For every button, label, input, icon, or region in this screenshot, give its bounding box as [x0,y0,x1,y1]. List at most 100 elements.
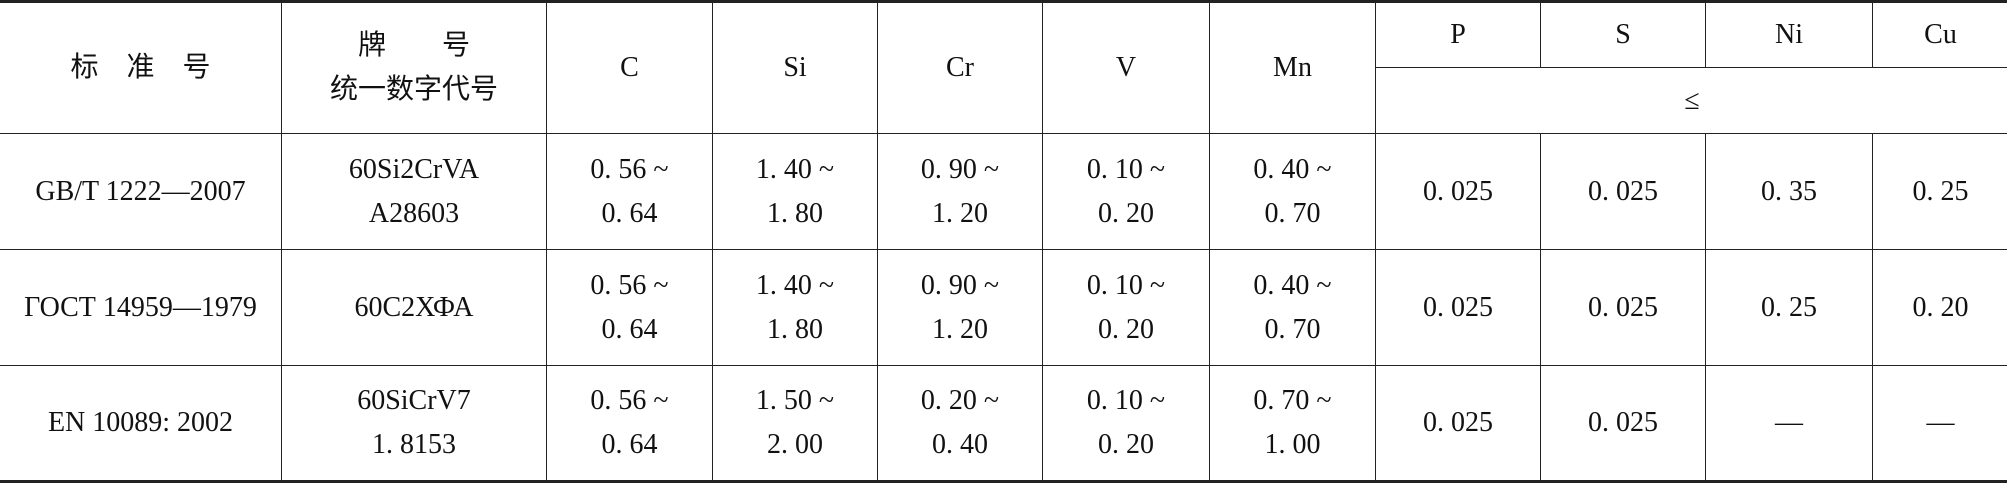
header-cell: P [1376,3,1541,68]
cell-line: GB/T 1222—2007 [35,175,246,207]
cell-line: 0. 10 ~ [1086,153,1166,185]
cell-line: 0. 25 [1761,291,1817,323]
cell-line: 0. 56 ~ [590,153,669,185]
table-cell: GB/T 1222—2007 [0,134,282,250]
cell-line: 牌 号 [357,30,470,61]
table-cell: 0. 35 [1706,134,1873,250]
table-cell: 0. 025 [1376,134,1541,250]
cell-line: 0. 56 ~ [590,385,669,416]
cell-line: 0. 56 ~ [590,269,669,301]
table-cell: 0. 56 ~ 0. 64 [547,366,713,481]
table-cell: ГОСТ 14959—1979 [0,250,282,366]
header-cell: 标 准 号 [0,3,282,134]
cell-line: 0. 10 ~ [1086,385,1166,416]
cell-line: 60С2ХФА [354,291,474,323]
cell-line: 0. 025 [1423,407,1493,438]
cell-line: 1. 80 [767,313,823,345]
cell-line: 0. 40 ~ [1253,269,1332,301]
cell-line: 0. 64 [601,197,658,229]
cell-line: Mn [1273,52,1312,83]
table-cell: 60С2ХФА [282,250,547,366]
table-cell: — [1873,366,2007,481]
cell-line: A28603 [368,197,460,229]
cell-line: 0. 025 [1588,175,1658,207]
cell-line: 60Si2CrVA [348,153,480,185]
table-cell: 0. 10 ~ 0. 20 [1043,250,1210,366]
cell-line: 1. 40 ~ [755,153,835,185]
top-rule [0,0,2007,3]
table-cell: 0. 025 [1376,250,1541,366]
cell-line: 1. 20 [932,197,988,229]
header-cell: Cr [878,3,1043,134]
cell-line: 0. 40 [932,429,988,460]
cell-line: 0. 40 ~ [1253,153,1332,185]
cell-line: 60SiCrV7 [357,385,471,416]
cell-line: EN 10089: 2002 [47,407,234,438]
cell-line: 0. 10 ~ [1086,269,1166,301]
cell-line: 0. 20 [1912,291,1969,323]
cell-line: 1. 50 ~ [755,385,835,416]
cell-line: Si [783,52,807,83]
table-cell: 0. 40 ~ 0. 70 [1210,134,1376,250]
cell-line: 0. 70 [1264,197,1321,229]
table-cell: 0. 20 ~ 0. 40 [878,366,1043,481]
cell-line: 1. 40 ~ [755,269,835,301]
cell-line: 0. 70 [1264,313,1321,345]
cell-line: P [1450,19,1466,50]
cell-line: 1. 20 [932,313,988,345]
cell-line: 0. 025 [1423,291,1493,323]
table-cell: 0. 90 ~ 1. 20 [878,134,1043,250]
cell-line: V [1115,52,1137,83]
cell-line: 1. 8153 [372,429,456,460]
cell-line: Ni [1775,19,1803,50]
table-cell: 0. 56 ~ 0. 64 [547,250,713,366]
table-cell: 0. 025 [1541,134,1706,250]
cell-line: 0. 25 [1912,175,1969,207]
cell-line: 0. 20 [1098,429,1154,460]
cell-line: 0. 90 ~ [920,269,1000,301]
cell-line: 0. 025 [1423,175,1493,207]
cell-line: 2. 00 [767,429,823,460]
cell-line: 0. 90 ~ [920,153,1000,185]
table-cell: — [1706,366,1873,481]
table-cell: 0. 56 ~ 0. 64 [547,134,713,250]
table-cell: 0. 40 ~ 0. 70 [1210,250,1376,366]
header-cell: Si [713,3,878,134]
cell-line: 0. 20 [1098,313,1154,345]
cell-line: 0. 70 ~ [1253,385,1332,416]
cell-line: 1. 00 [1264,429,1321,460]
cell-line: 统一数字代号 [329,74,498,105]
cell-line: 0. 20 ~ [920,385,1000,416]
cell-line: C [620,52,639,83]
cell-line: 1. 80 [767,197,823,229]
header-cell: 牌 号统一数字代号 [282,3,547,134]
header-cell: Cu [1873,3,2007,68]
header-cell: S [1541,3,1706,68]
header-cell: V [1043,3,1210,134]
table-cell: 0. 025 [1541,366,1706,481]
cell-line: — [1775,407,1803,438]
table-cell: 1. 40 ~ 1. 80 [713,250,878,366]
cell-line: 0. 64 [601,429,658,460]
table-cell: 0. 025 [1376,366,1541,481]
table-cell: EN 10089: 2002 [0,366,282,481]
cell-line: Cr [946,52,974,83]
cell-line: ГОСТ 14959—1979 [24,291,257,323]
table-cell: 60Si2CrVA A28603 [282,134,547,250]
header-limit-note: ≤ [1376,68,2007,134]
cell-line: 标 准 号 [70,52,211,83]
table-cell: 0. 70 ~ 1. 00 [1210,366,1376,481]
table-cell: 0. 20 [1873,250,2007,366]
header-cell: Ni [1706,3,1873,68]
header-cell: Mn [1210,3,1376,134]
cell-line: 0. 64 [601,313,658,345]
table-cell: 1. 50 ~ 2. 00 [713,366,878,481]
table-cell: 0. 25 [1873,134,2007,250]
cell-line: — [1926,407,1955,438]
table-cell: 0. 025 [1541,250,1706,366]
table-cell: 0. 10 ~ 0. 20 [1043,366,1210,481]
table-cell: 0. 25 [1706,250,1873,366]
cell-line: 0. 20 [1098,197,1154,229]
cell-line: 0. 025 [1588,407,1658,438]
